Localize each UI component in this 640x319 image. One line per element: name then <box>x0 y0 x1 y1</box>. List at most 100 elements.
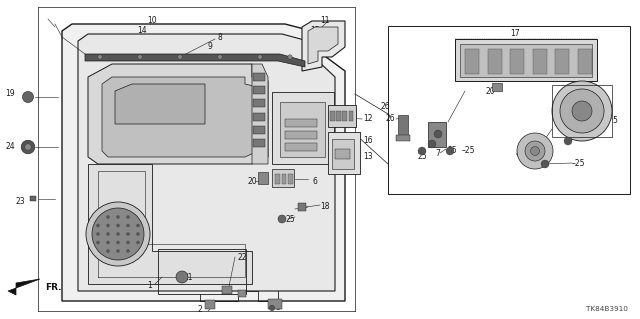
Bar <box>253 99 265 107</box>
Polygon shape <box>78 34 335 291</box>
Bar <box>556 49 570 74</box>
Circle shape <box>428 140 436 148</box>
Bar <box>398 115 408 137</box>
Circle shape <box>176 271 188 283</box>
Circle shape <box>86 202 150 266</box>
Bar <box>268 299 282 309</box>
Text: 5: 5 <box>612 116 618 125</box>
Circle shape <box>136 241 140 244</box>
Circle shape <box>98 55 102 59</box>
Polygon shape <box>302 21 345 71</box>
Circle shape <box>25 144 31 150</box>
Bar <box>492 83 502 91</box>
Text: 22: 22 <box>237 253 247 262</box>
Bar <box>388 26 630 194</box>
Bar <box>342 111 347 121</box>
Polygon shape <box>88 64 268 164</box>
Bar <box>253 86 265 94</box>
Bar <box>428 122 446 147</box>
Bar <box>272 92 334 164</box>
Bar <box>238 290 246 297</box>
Text: –25: –25 <box>461 146 475 155</box>
Bar <box>285 119 317 127</box>
Polygon shape <box>88 164 252 284</box>
Bar <box>578 49 592 74</box>
Circle shape <box>541 160 549 168</box>
Text: 26: 26 <box>385 115 395 123</box>
Circle shape <box>116 249 120 253</box>
Circle shape <box>126 241 130 244</box>
Circle shape <box>552 81 612 141</box>
Circle shape <box>96 224 100 227</box>
Polygon shape <box>62 24 345 301</box>
Text: 24: 24 <box>5 143 15 152</box>
Text: 9: 9 <box>207 42 212 51</box>
Circle shape <box>126 249 130 253</box>
Text: TK84B3910: TK84B3910 <box>586 306 628 312</box>
Circle shape <box>116 232 120 236</box>
Circle shape <box>106 224 110 227</box>
Text: 20: 20 <box>247 176 257 186</box>
Bar <box>488 49 502 74</box>
Circle shape <box>126 224 130 227</box>
Polygon shape <box>8 279 40 295</box>
Text: 20: 20 <box>485 86 495 95</box>
Bar <box>285 143 317 151</box>
Circle shape <box>269 305 275 311</box>
Bar <box>253 139 265 147</box>
Circle shape <box>258 55 262 59</box>
Polygon shape <box>115 84 205 124</box>
Bar <box>272 169 294 187</box>
Circle shape <box>106 241 110 244</box>
Text: 3: 3 <box>276 302 280 311</box>
Text: 23: 23 <box>15 197 25 205</box>
Bar <box>285 131 317 139</box>
Text: 25: 25 <box>447 146 457 155</box>
Text: 25: 25 <box>285 214 295 224</box>
Bar <box>253 73 265 81</box>
Bar <box>253 113 265 121</box>
Bar <box>253 126 265 134</box>
Polygon shape <box>252 64 268 164</box>
Circle shape <box>218 55 222 59</box>
Circle shape <box>136 232 140 236</box>
Text: –25: –25 <box>572 160 585 168</box>
Circle shape <box>288 55 292 59</box>
Bar <box>258 172 268 184</box>
Bar <box>349 111 353 121</box>
Circle shape <box>136 224 140 227</box>
Bar <box>336 111 340 121</box>
Circle shape <box>564 137 572 145</box>
Bar <box>330 111 335 121</box>
Bar <box>282 174 286 184</box>
Text: 1: 1 <box>148 280 152 290</box>
Bar <box>328 105 356 127</box>
Text: 25: 25 <box>417 152 427 161</box>
Circle shape <box>106 232 110 236</box>
Polygon shape <box>85 54 305 67</box>
Text: 6: 6 <box>312 176 317 186</box>
Circle shape <box>21 140 35 154</box>
Text: 21: 21 <box>183 272 193 281</box>
Bar <box>533 49 547 74</box>
Bar <box>552 85 612 137</box>
Bar <box>205 300 215 309</box>
Circle shape <box>126 232 130 236</box>
Polygon shape <box>102 77 258 157</box>
Text: FR.: FR. <box>45 283 61 292</box>
Circle shape <box>116 224 120 227</box>
Bar <box>298 203 306 211</box>
Circle shape <box>418 147 426 155</box>
Bar <box>288 174 292 184</box>
Text: –25: –25 <box>572 132 585 142</box>
Text: 8: 8 <box>218 33 222 41</box>
Text: 7: 7 <box>436 150 440 159</box>
Text: 4: 4 <box>516 150 520 159</box>
Bar <box>332 139 354 169</box>
Text: 17: 17 <box>510 29 520 39</box>
Text: 11: 11 <box>320 17 330 26</box>
Circle shape <box>106 215 110 219</box>
Text: 12: 12 <box>364 115 372 123</box>
Bar <box>396 135 410 141</box>
Circle shape <box>525 141 545 161</box>
